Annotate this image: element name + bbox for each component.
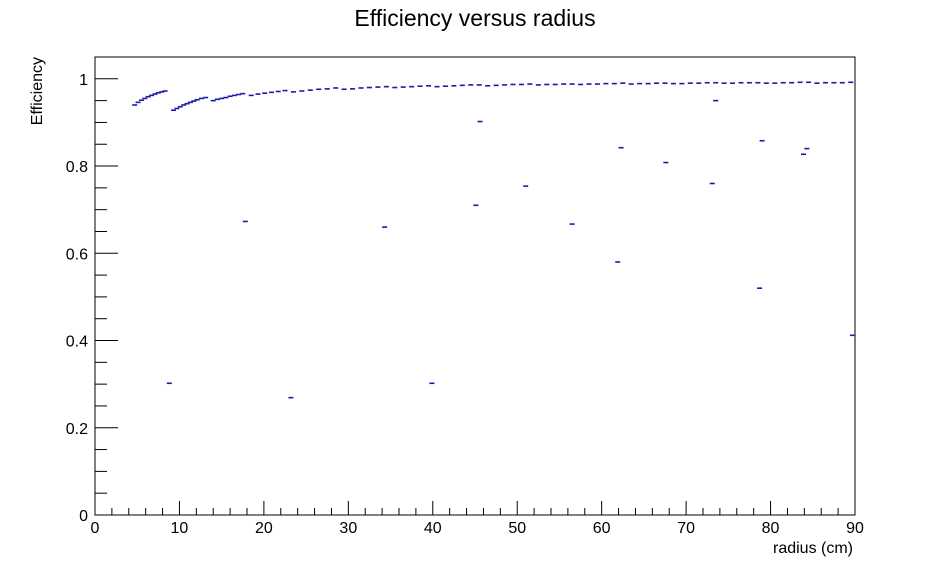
y-tick-label: 0.4 [66,334,88,351]
data-points [132,81,855,399]
y-tick-label: 0 [79,508,88,525]
y-tick-label: 0.6 [66,246,88,263]
x-tick-label: 80 [762,520,780,537]
y-tick-label: 0.8 [66,159,88,176]
y-tick-label: 1 [79,72,88,89]
x-axis: 0 10 20 30 40 50 60 70 80 90 [91,501,864,537]
x-tick-label: 20 [255,520,273,537]
x-tick-label: 40 [424,520,442,537]
x-tick-label: 10 [171,520,189,537]
y-axis-label: Efficiency [29,57,46,125]
x-tick-label: 30 [339,520,357,537]
x-tick-label: 50 [508,520,526,537]
y-tick-label: 0.2 [66,421,88,438]
x-axis-label: radius (cm) [773,540,853,557]
x-tick-label: 70 [677,520,695,537]
y-axis: 0 0.2 0.4 0.6 0.8 1 [66,72,118,525]
plot-frame [94,56,856,516]
x-tick-label: 0 [91,520,100,537]
x-tick-label: 60 [593,520,611,537]
chart-title: Efficiency versus radius [354,5,595,31]
x-tick-label: 90 [846,520,864,537]
